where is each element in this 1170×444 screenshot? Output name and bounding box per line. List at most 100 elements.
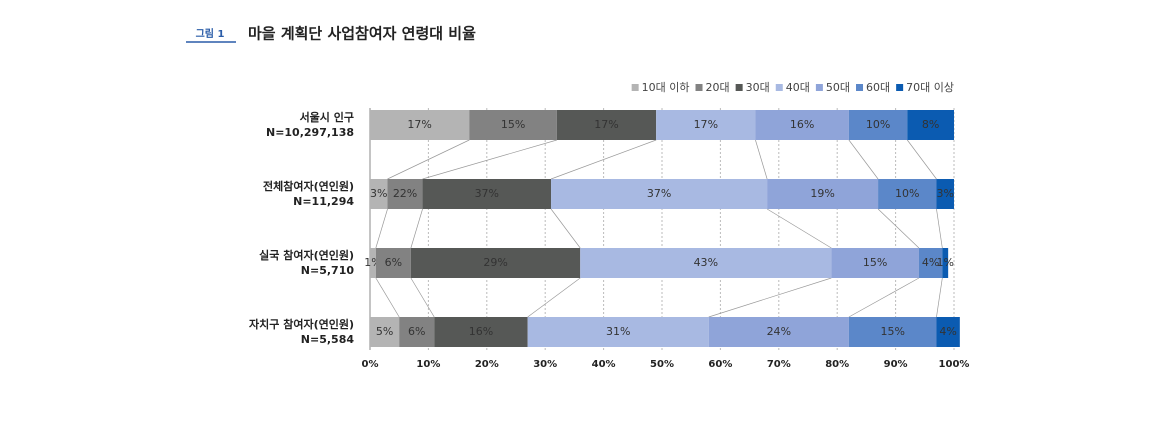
unit: % [946, 325, 956, 338]
x-tick-label: 20% [475, 359, 499, 370]
bar-segment [848, 110, 908, 140]
category-label: 서울시 인구 [300, 110, 354, 124]
bar-segment [556, 110, 657, 140]
unit: % [804, 118, 814, 131]
data-label: 43% [694, 256, 718, 269]
unit: % [877, 256, 887, 269]
unit: % [708, 118, 718, 131]
unit: % [708, 256, 718, 269]
data-label: 4% [939, 325, 956, 338]
legend-swatch [735, 84, 743, 91]
figure-label: 그림 1 [196, 28, 225, 40]
legend-label: 30대 [746, 81, 770, 94]
unit: % [944, 187, 954, 200]
data-label: 31% [606, 325, 630, 338]
data-label: 22% [393, 187, 417, 200]
bar-segment [399, 317, 435, 347]
data-label: 15% [501, 118, 525, 131]
data-label: 15% [863, 256, 887, 269]
data-label: 5% [376, 325, 393, 338]
unit: % [383, 325, 393, 338]
data-label: 3% [370, 187, 387, 200]
connector-line [410, 277, 435, 318]
bar-segment [918, 248, 943, 278]
legend-label: 20대 [706, 81, 730, 94]
unit: % [781, 325, 791, 338]
legend-label: 60대 [866, 81, 890, 94]
data-label: 10% [895, 187, 919, 200]
bar-segment [422, 179, 552, 209]
unit: % [929, 118, 939, 131]
bar-segment [942, 248, 949, 278]
bar-segment [755, 110, 849, 140]
connector-line [936, 208, 943, 249]
unit: % [620, 325, 630, 338]
bar-segment [434, 317, 528, 347]
bar-segment [848, 317, 937, 347]
bar-segment [708, 317, 849, 347]
sample-size-label: N=11,294 [293, 195, 354, 208]
bar-segment [527, 317, 709, 347]
legend-swatch [815, 84, 823, 91]
connector-line [410, 208, 423, 249]
bar-segment [936, 179, 954, 209]
connector-line [877, 208, 920, 249]
legend-label: 10대 이하 [642, 80, 690, 94]
bar-segment [370, 179, 388, 209]
category-label: 전체참여자(연인원) [263, 179, 354, 193]
data-label: 6% [385, 256, 402, 269]
data-label: 24% [767, 325, 791, 338]
data-label: 6% [408, 325, 425, 338]
legend-label: 70대 이상 [906, 81, 954, 94]
sample-size-label: N=5,584 [301, 333, 355, 346]
bar-segment [831, 248, 919, 278]
data-label: 37% [647, 187, 671, 200]
data-label: 17% [594, 118, 618, 131]
x-tick-label: 70% [767, 359, 791, 370]
bar-segment [370, 248, 376, 278]
connector-line [755, 139, 768, 180]
data-label: 4% [922, 256, 939, 269]
connector-line [527, 277, 581, 318]
connector-line [708, 277, 832, 318]
connector-line [550, 208, 581, 249]
bar-segment [878, 179, 937, 209]
unit: % [894, 325, 904, 338]
unit: % [880, 118, 890, 131]
unit: % [929, 256, 939, 269]
data-label: 3% [937, 187, 954, 200]
unit: % [377, 187, 387, 200]
legend-label: 50대 [826, 81, 850, 94]
legend-swatch [695, 84, 703, 91]
connector-line [848, 139, 879, 180]
bar-segment [370, 317, 400, 347]
data-label: 37% [475, 187, 499, 200]
chart-title: 마을 계획단 사업참여자 연령대 비율 [248, 25, 476, 43]
x-tick-label: 90% [884, 359, 908, 370]
data-label: 8% [922, 118, 939, 131]
data-label: 29% [483, 256, 507, 269]
connector-line [550, 139, 657, 180]
legend-swatch [631, 84, 639, 91]
bar-segment [370, 110, 470, 140]
bar-segment [907, 110, 954, 140]
unit: % [824, 187, 834, 200]
connector-line [766, 208, 832, 249]
sample-size-label: N=10,297,138 [266, 126, 354, 139]
unit: % [421, 118, 431, 131]
connector-line [906, 139, 937, 180]
connector-line [387, 139, 470, 180]
legend-swatch [896, 84, 904, 91]
bar-segment [387, 179, 423, 209]
data-label: 16% [469, 325, 493, 338]
data-label: 15% [880, 325, 904, 338]
x-tick-label: 10% [416, 359, 440, 370]
x-tick-label: 60% [708, 359, 732, 370]
x-tick-label: 50% [650, 359, 674, 370]
bar-segment [551, 179, 768, 209]
data-label: 17% [694, 118, 718, 131]
bar-segment [936, 317, 960, 347]
unit: % [661, 187, 671, 200]
bar-segment [375, 248, 411, 278]
